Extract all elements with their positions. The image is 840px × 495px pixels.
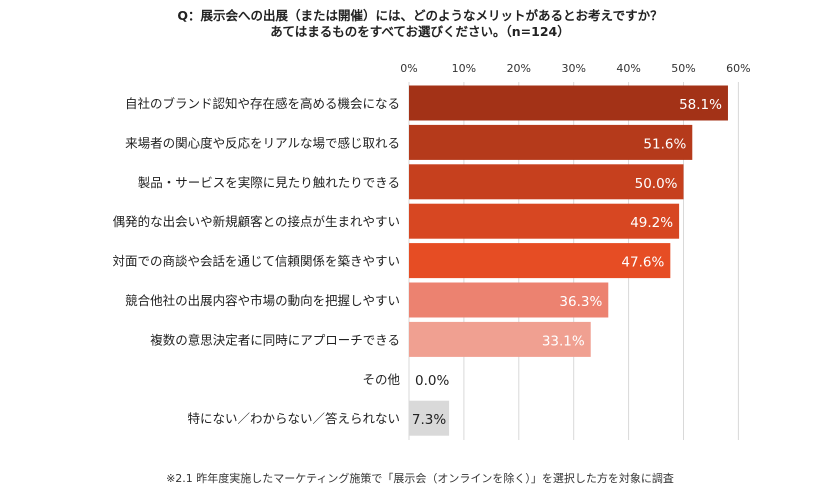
bar (409, 400, 450, 436)
data-label: 49.2% (630, 215, 673, 231)
chart-title-line1: Q：展示会への出展（または開催）には、どのようなメリットがあるとお考えですか？ (177, 8, 663, 23)
bar (409, 243, 671, 279)
category-label: 特にない／わからない／答えられない (187, 411, 400, 426)
chart-title-line2: あてはまるものをすべてお選びください。（n=124） (270, 24, 570, 39)
bar (409, 124, 693, 160)
category-label: 自社のブランド認知や存在感を高める機会になる (125, 96, 400, 111)
data-label: 47.6% (621, 255, 664, 271)
bar (409, 282, 609, 318)
category-label: 製品・サービスを実際に見たり触れたりできる (138, 175, 400, 190)
category-label: 偶発的な出会いや新規顧客との接点が生まれやすい (113, 214, 400, 229)
data-label: 50.0% (635, 176, 678, 192)
category-label: 対面での商談や会話を通じて信頼関係を築きやすい (112, 254, 400, 269)
bar (409, 321, 591, 357)
x-tick-label: 20% (507, 62, 531, 75)
x-tick-label: 10% (452, 62, 476, 75)
x-tick-label: 40% (616, 62, 640, 75)
category-label: 競合他社の出展内容や市場の動向を把握しやすい (125, 293, 400, 308)
footnote: ※2.1 昨年度実施したマーケティング施策で「展示会（オンラインを除く）」を選択… (166, 472, 674, 485)
category-label: 来場者の関心度や反応をリアルな場で感じ取れる (125, 135, 400, 150)
x-tick-label: 0% (400, 62, 417, 75)
x-tick-label: 50% (671, 62, 695, 75)
data-label: 33.1% (542, 333, 585, 349)
category-label: その他 (362, 372, 400, 387)
data-label: 7.3% (412, 412, 446, 428)
data-label: 0.0% (415, 373, 449, 389)
data-label: 36.3% (559, 294, 602, 310)
data-label: 58.1% (679, 97, 722, 113)
x-tick-label: 30% (561, 62, 585, 75)
bar (409, 203, 680, 239)
bar (409, 164, 684, 200)
data-label: 51.6% (643, 136, 686, 152)
bar (409, 85, 728, 121)
category-label: 複数の意思決定者に同時にアプローチできる (150, 332, 400, 347)
x-tick-label: 60% (726, 62, 750, 75)
